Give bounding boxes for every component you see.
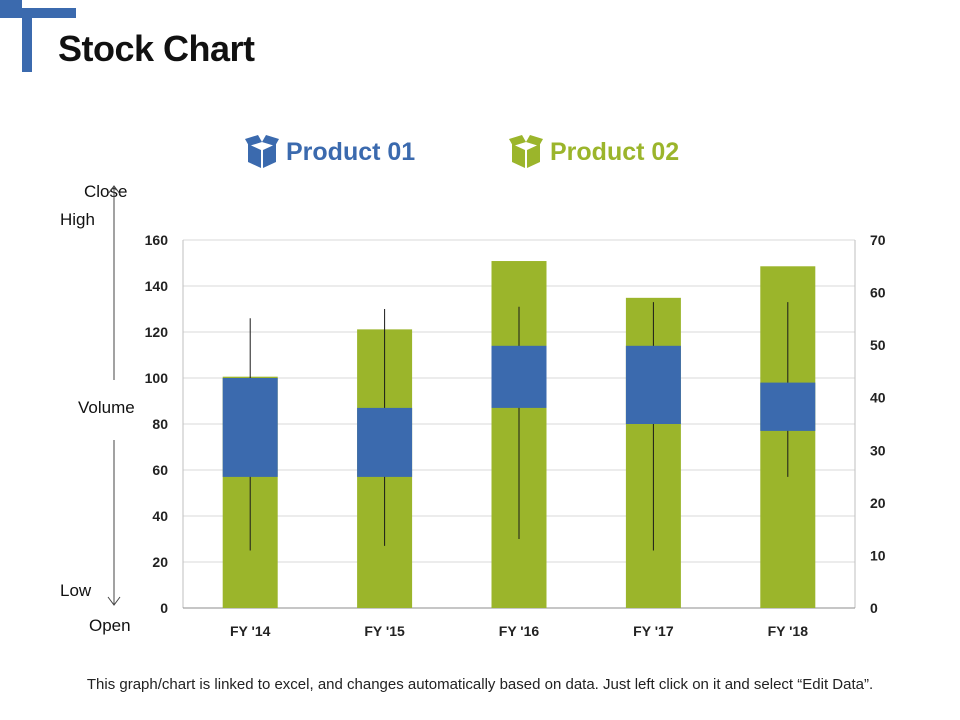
- legend-product-01[interactable]: Product 01: [244, 134, 415, 170]
- corner-bar-top: [0, 0, 22, 8]
- y-right-tick-label: 50: [870, 337, 886, 353]
- corner-bar-vertical: [22, 8, 32, 72]
- volume-bar: [357, 329, 413, 608]
- x-tick-label: FY '14: [230, 623, 271, 639]
- y-left-tick-label: 100: [145, 370, 169, 386]
- y-left-tick-label: 160: [145, 232, 169, 248]
- y-left-tick-label: 80: [152, 416, 168, 432]
- y-left-tick-label: 0: [160, 600, 168, 616]
- y-right-tick-label: 70: [870, 232, 886, 248]
- label-low: Low: [60, 581, 92, 600]
- corner-bar-horizontal: [0, 8, 76, 18]
- legend-product-02[interactable]: Product 02: [508, 134, 679, 170]
- box-icon: [509, 135, 543, 168]
- volume-bar: [625, 297, 681, 608]
- label-high: High: [60, 210, 95, 229]
- label-close: Close: [84, 182, 128, 201]
- page-title: Stock Chart: [58, 28, 255, 69]
- y-right-tick-label: 40: [870, 390, 886, 406]
- volume-bar: [222, 376, 278, 608]
- box-icon: [245, 135, 279, 168]
- legend-label-product-02: Product 02: [550, 137, 680, 166]
- open-close-box: [760, 382, 816, 431]
- arrow-down-icon: [107, 440, 121, 606]
- open-close-box: [222, 378, 278, 477]
- open-close-box: [491, 345, 547, 408]
- volume-bar: [491, 261, 547, 608]
- x-tick-label: FY '18: [768, 623, 809, 639]
- y-left-tick-label: 40: [152, 508, 168, 524]
- arrow-up-icon: [107, 185, 121, 380]
- x-tick-label: FY '17: [633, 623, 674, 639]
- y-right-tick-label: 0: [870, 600, 878, 616]
- y-right-tick-label: 60: [870, 285, 886, 301]
- y-left-tick-label: 120: [145, 324, 169, 340]
- label-volume: Volume: [78, 398, 135, 417]
- y-left-tick-label: 140: [145, 278, 169, 294]
- legend-label-product-01: Product 01: [286, 137, 416, 166]
- y-left-tick-label: 60: [152, 462, 168, 478]
- volume-bar: [760, 266, 816, 608]
- label-open: Open: [89, 616, 131, 635]
- footer-note: This graph/chart is linked to excel, and…: [86, 676, 874, 693]
- open-close-box: [625, 345, 681, 424]
- x-tick-label: FY '16: [499, 623, 540, 639]
- y-right-tick-label: 10: [870, 547, 886, 563]
- y-left-tick-label: 20: [152, 554, 168, 570]
- y-right-tick-label: 30: [870, 442, 886, 458]
- open-close-box: [357, 407, 413, 477]
- y-right-tick-label: 20: [870, 495, 886, 511]
- x-tick-label: FY '15: [364, 623, 405, 639]
- corner-accent: [0, 0, 76, 72]
